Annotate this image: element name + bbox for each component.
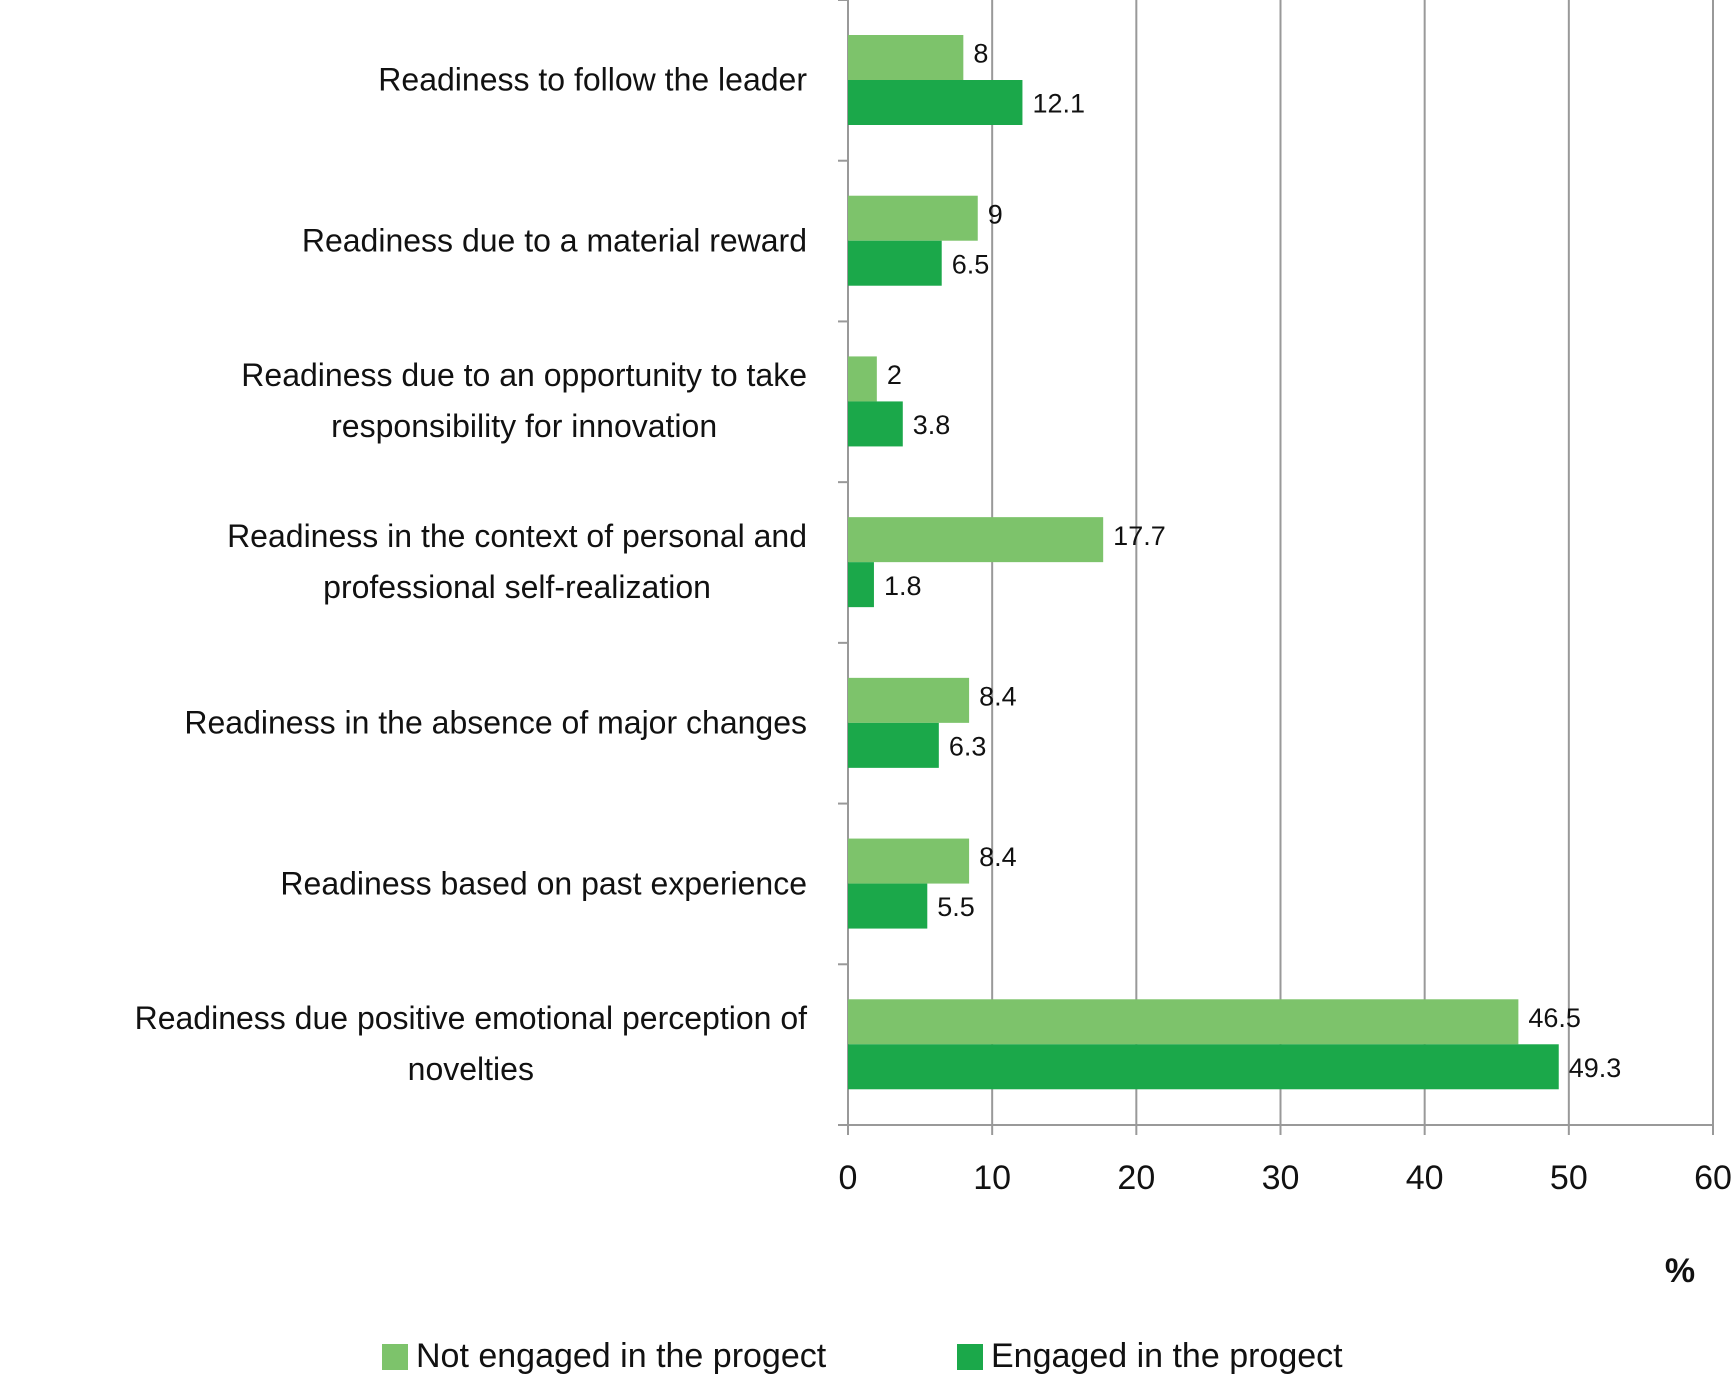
- legend-label: Not engaged in the progect: [416, 1337, 827, 1375]
- bar: [848, 1044, 1559, 1090]
- bar: [848, 883, 928, 929]
- y-tick-label: Readiness due positive emotional percept…: [134, 1000, 807, 1088]
- value-label: 2: [887, 360, 902, 390]
- y-tick-label: Readiness based on past experience: [280, 865, 807, 902]
- x-tick-label: 40: [1406, 1159, 1444, 1197]
- bar: [848, 722, 939, 768]
- bar: [848, 35, 964, 80]
- value-label: 46.5: [1528, 1003, 1581, 1033]
- value-label: 3.8: [913, 410, 951, 440]
- bar: [848, 80, 1023, 125]
- value-label: 9: [988, 199, 1003, 229]
- legend-swatch: [382, 1344, 408, 1370]
- value-label: 1.8: [884, 571, 922, 601]
- x-axis-label: %: [1665, 1252, 1695, 1290]
- x-tick-label: 10: [973, 1159, 1011, 1197]
- x-tick-label: 20: [1117, 1159, 1155, 1197]
- value-label: 8.4: [979, 681, 1017, 711]
- bar: [848, 999, 1519, 1045]
- x-tick-label: 0: [839, 1159, 858, 1197]
- bar: [848, 195, 978, 241]
- y-tick-label: Readiness due to an opportunity to take …: [241, 357, 807, 445]
- value-label: 17.7: [1113, 521, 1166, 551]
- bar: [848, 356, 877, 402]
- bar: [848, 838, 970, 884]
- value-label: 8.4: [979, 842, 1017, 872]
- x-tick-label: 60: [1694, 1159, 1732, 1197]
- bar: [848, 401, 903, 447]
- y-tick-label: Readiness in the context of personal and…: [227, 518, 807, 606]
- bar: [848, 517, 1104, 563]
- bar: [848, 677, 970, 723]
- legend-label: Engaged in the progect: [991, 1337, 1343, 1375]
- legend-swatch: [957, 1344, 983, 1370]
- value-label: 49.3: [1569, 1053, 1622, 1083]
- y-tick-label: Readiness in the absence of major change…: [184, 704, 807, 741]
- value-label: 8: [973, 39, 988, 69]
- y-tick-label: Readiness to follow the leader: [378, 61, 807, 98]
- value-label: 5.5: [937, 892, 975, 922]
- x-tick-label: 30: [1262, 1159, 1300, 1197]
- bar: [848, 562, 874, 608]
- bar: [848, 240, 942, 286]
- value-label: 6.3: [949, 731, 987, 761]
- value-label: 6.5: [952, 249, 990, 279]
- y-tick-label: Readiness due to a material reward: [301, 222, 807, 259]
- value-label: 12.1: [1032, 89, 1085, 119]
- x-tick-label: 50: [1550, 1159, 1588, 1197]
